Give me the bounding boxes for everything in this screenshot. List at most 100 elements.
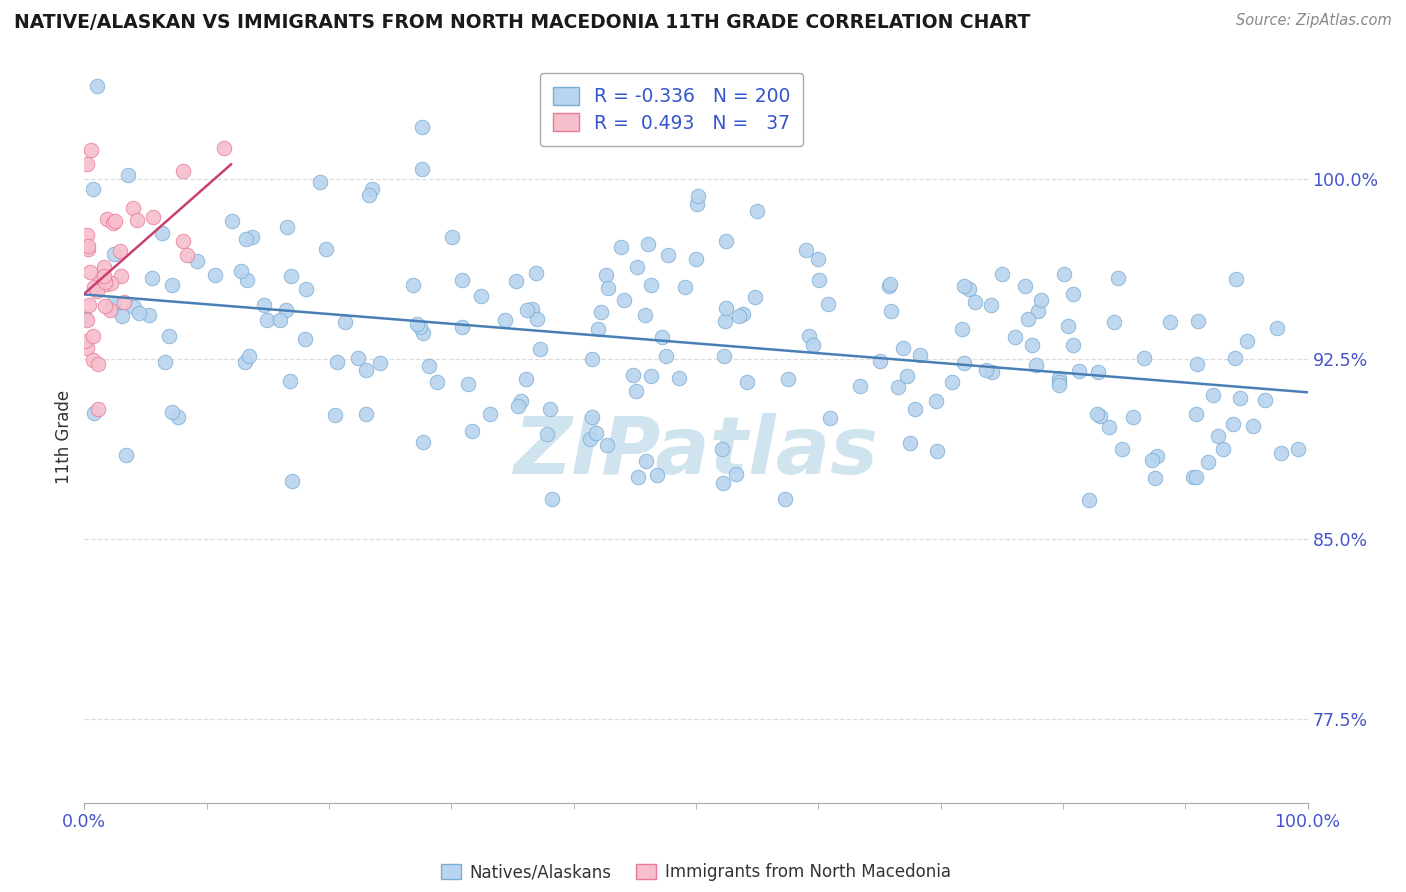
Text: NATIVE/ALASKAN VS IMMIGRANTS FROM NORTH MACEDONIA 11TH GRADE CORRELATION CHART: NATIVE/ALASKAN VS IMMIGRANTS FROM NORTH … xyxy=(14,13,1031,32)
Point xyxy=(1047,377,1070,392)
Point xyxy=(613,293,636,307)
Point xyxy=(1031,293,1053,308)
Point xyxy=(347,351,370,365)
Point xyxy=(128,305,150,319)
Point xyxy=(1206,429,1229,443)
Point xyxy=(1056,318,1078,333)
Point xyxy=(773,491,796,506)
Point xyxy=(235,232,257,246)
Point xyxy=(1133,351,1156,365)
Point xyxy=(1102,315,1125,329)
Point xyxy=(162,405,184,419)
Point xyxy=(724,467,747,482)
Point xyxy=(238,349,260,363)
Point xyxy=(776,372,799,386)
Point xyxy=(1067,364,1090,378)
Point xyxy=(1085,408,1108,422)
Point xyxy=(150,226,173,240)
Point xyxy=(595,268,617,282)
Point xyxy=(240,229,263,244)
Point xyxy=(470,289,492,303)
Point xyxy=(409,320,432,334)
Point xyxy=(440,230,463,244)
Point xyxy=(98,303,121,318)
Point xyxy=(1028,303,1050,318)
Point xyxy=(114,448,136,462)
Point xyxy=(1047,371,1070,385)
Point xyxy=(357,187,380,202)
Point xyxy=(1107,271,1129,285)
Point xyxy=(93,260,115,274)
Point xyxy=(877,279,900,293)
Point xyxy=(1077,493,1099,508)
Point xyxy=(801,337,824,351)
Point xyxy=(461,424,484,438)
Point xyxy=(673,279,696,293)
Point xyxy=(269,313,291,327)
Point xyxy=(405,318,427,332)
Point xyxy=(274,303,297,318)
Point xyxy=(634,308,657,322)
Point xyxy=(1025,358,1047,372)
Point xyxy=(1017,311,1039,326)
Point xyxy=(640,277,662,292)
Point xyxy=(87,357,110,371)
Point xyxy=(87,401,110,416)
Point xyxy=(280,269,302,284)
Point xyxy=(94,277,117,291)
Point xyxy=(93,275,115,289)
Point xyxy=(645,467,668,482)
Point xyxy=(807,272,830,286)
Point xyxy=(817,297,839,311)
Point xyxy=(581,410,603,425)
Point xyxy=(103,247,125,261)
Point xyxy=(1021,338,1043,352)
Point xyxy=(1062,286,1084,301)
Text: ZIPatlas: ZIPatlas xyxy=(513,413,879,491)
Point xyxy=(953,356,976,370)
Point xyxy=(101,216,124,230)
Point xyxy=(891,341,914,355)
Point xyxy=(799,329,821,343)
Point xyxy=(83,280,105,294)
Point xyxy=(744,290,766,304)
Point xyxy=(153,354,176,368)
Point xyxy=(457,376,479,391)
Point xyxy=(142,210,165,224)
Point xyxy=(950,321,973,335)
Point xyxy=(1159,315,1181,329)
Point xyxy=(86,79,108,94)
Point xyxy=(621,368,644,383)
Point xyxy=(276,219,298,234)
Point xyxy=(412,326,434,341)
Point xyxy=(418,359,440,373)
Point xyxy=(354,407,377,421)
Point xyxy=(1004,330,1026,344)
Point xyxy=(716,234,738,248)
Point xyxy=(1229,392,1251,406)
Point xyxy=(1090,409,1112,423)
Point xyxy=(609,240,631,254)
Point xyxy=(104,301,127,315)
Point xyxy=(640,368,662,383)
Point xyxy=(516,302,538,317)
Point xyxy=(1182,470,1205,484)
Point xyxy=(1185,407,1208,421)
Point xyxy=(323,408,346,422)
Point xyxy=(83,406,105,420)
Point xyxy=(714,301,737,316)
Point xyxy=(117,169,139,183)
Point xyxy=(308,175,330,189)
Point xyxy=(711,475,734,490)
Point xyxy=(627,470,650,484)
Point xyxy=(73,334,96,349)
Point xyxy=(104,213,127,227)
Point xyxy=(1270,446,1292,460)
Point xyxy=(1146,450,1168,464)
Point xyxy=(1122,409,1144,424)
Point xyxy=(925,394,948,409)
Point xyxy=(520,301,543,316)
Point xyxy=(581,351,603,366)
Point xyxy=(925,444,948,458)
Point xyxy=(172,235,194,249)
